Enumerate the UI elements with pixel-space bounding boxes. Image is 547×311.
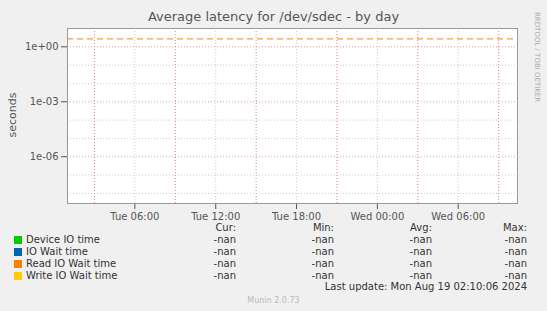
html-text:-nan: -nan <box>213 258 236 269</box>
html-text:Avg:: Avg: <box>410 222 432 233</box>
html-text:Min:: Min: <box>312 222 334 233</box>
html-text:-nan: -nan <box>311 246 334 257</box>
html-text:Cur:: Cur: <box>215 222 236 233</box>
html-text:Device IO time: Device IO time <box>26 234 100 245</box>
html-text:-nan: -nan <box>409 258 432 269</box>
svg-text:Tue 06:00: Tue 06:00 <box>109 211 159 222</box>
svg-text:Tue 18:00: Tue 18:00 <box>271 211 321 222</box>
html-text:Read IO Wait time: Read IO Wait time <box>26 258 117 269</box>
html-text:Munin 2.0.73: Munin 2.0.73 <box>247 296 300 305</box>
html-text:-nan: -nan <box>213 270 236 281</box>
html-text:Max:: Max: <box>503 222 527 233</box>
html-text:seconds: seconds <box>5 92 19 138</box>
html-text:Write IO Wait time: Write IO Wait time <box>26 270 118 281</box>
html-text:-nan: -nan <box>213 234 236 245</box>
svg-text:Wed 06:00: Wed 06:00 <box>431 211 485 222</box>
html-text:-nan: -nan <box>213 246 236 257</box>
html-text:-nan: -nan <box>311 258 334 269</box>
svg-text:Wed 00:00: Wed 00:00 <box>350 211 404 222</box>
html-text:-nan: -nan <box>504 258 527 269</box>
html-text:IO Wait time: IO Wait time <box>26 246 88 257</box>
html-text:Last update: Mon Aug 19 02:10:: Last update: Mon Aug 19 02:10:06 2024 <box>324 281 527 292</box>
html-text:-nan: -nan <box>311 234 334 245</box>
svg-text:1e-06: 1e-06 <box>30 151 59 162</box>
html-text:Average latency for /dev/sdec: Average latency for /dev/sdec - by day <box>147 9 400 24</box>
html-text:-nan: -nan <box>409 234 432 245</box>
svg-text:1e+00: 1e+00 <box>25 41 59 52</box>
html-text:RRDTOOL / TOBI OETIKER: RRDTOOL / TOBI OETIKER <box>533 12 541 103</box>
html-text:-nan: -nan <box>409 270 432 281</box>
html-text:-nan: -nan <box>311 270 334 281</box>
html-text:-nan: -nan <box>409 246 432 257</box>
svg-text:1e-03: 1e-03 <box>30 96 59 107</box>
html-text:-nan: -nan <box>504 234 527 245</box>
html-text:-nan: -nan <box>504 246 527 257</box>
svg-text:Tue 12:00: Tue 12:00 <box>190 211 240 222</box>
html-text:-nan: -nan <box>504 270 527 281</box>
